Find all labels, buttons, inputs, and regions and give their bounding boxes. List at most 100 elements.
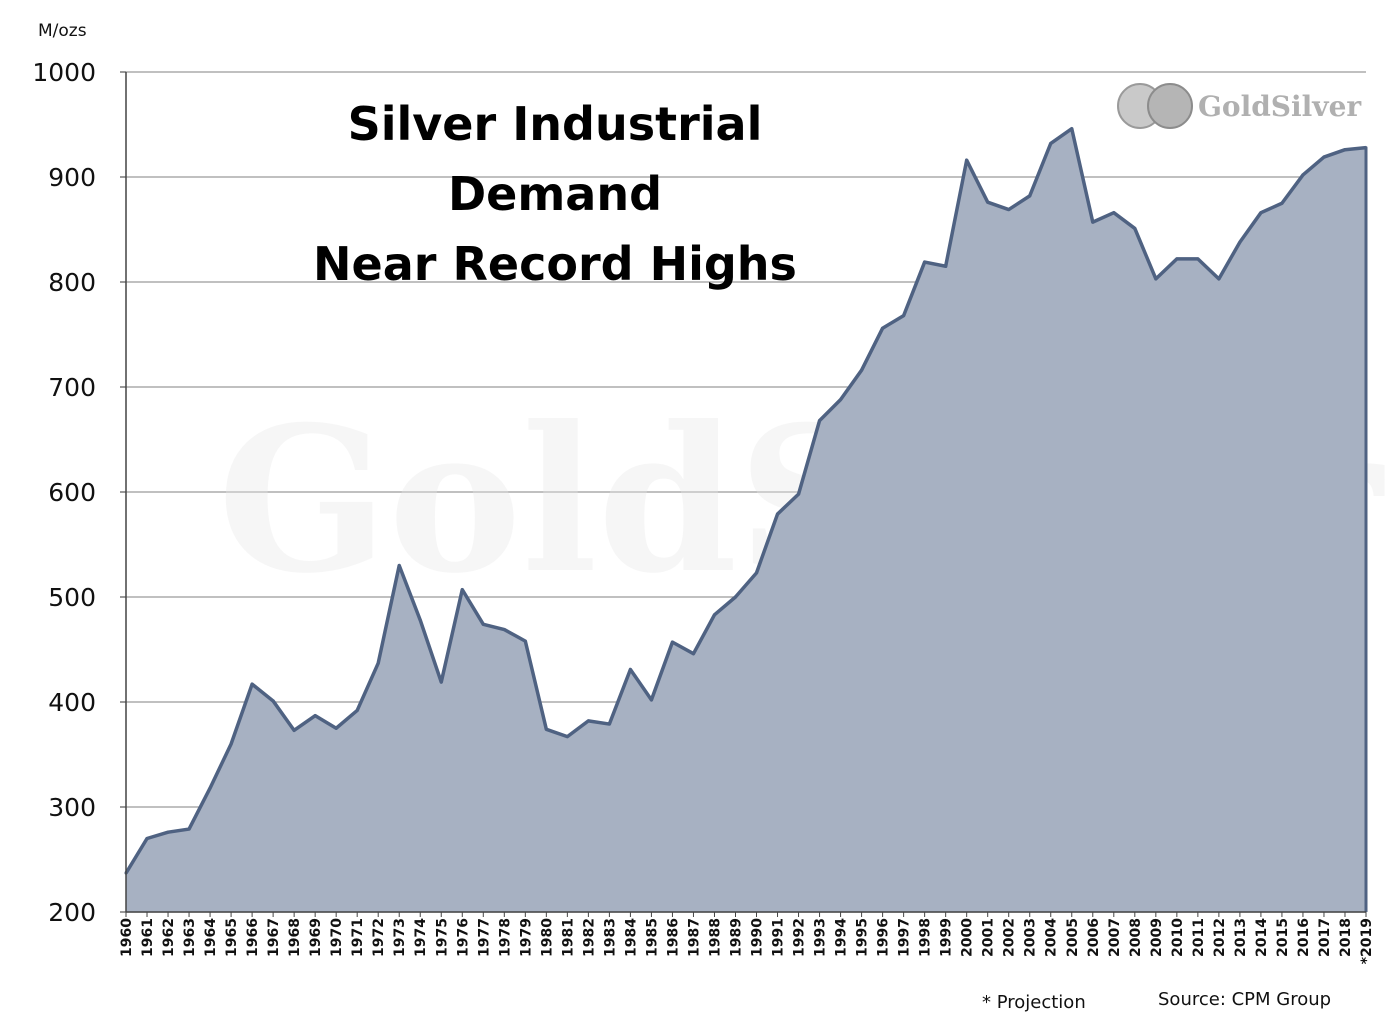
goldsilver-logo: GoldSilver	[1117, 83, 1362, 129]
x-tick-label: 2018	[1338, 918, 1354, 957]
x-tick-label: 2008	[1128, 918, 1144, 957]
projection-note: * Projection	[982, 992, 1086, 1013]
x-tick-label: 1969	[308, 918, 324, 957]
x-tick-label: 1968	[287, 918, 303, 957]
data-point	[397, 564, 401, 567]
y-tick-label: 700	[48, 373, 96, 402]
data-point	[1343, 148, 1347, 152]
data-point	[818, 419, 822, 423]
data-point	[145, 837, 149, 840]
x-tick-label: 2011	[1191, 918, 1207, 957]
x-tick-label: 1982	[581, 918, 597, 957]
x-tick-label: 1967	[266, 918, 282, 957]
x-tick-label: 1996	[876, 918, 892, 957]
data-point	[1238, 240, 1242, 244]
data-point	[1301, 173, 1305, 177]
x-tick-label: 2007	[1107, 918, 1123, 957]
x-tick-label: 1974	[413, 918, 429, 957]
x-tick-label: 1981	[560, 918, 576, 957]
area-fill	[126, 128, 1366, 912]
data-point	[271, 699, 275, 703]
data-point	[544, 727, 548, 731]
x-tick-label: 2017	[1317, 918, 1333, 957]
data-point	[1196, 257, 1200, 261]
x-tick-label: *2019	[1359, 918, 1375, 964]
x-tick-label: 1980	[539, 918, 555, 957]
data-point	[1322, 155, 1326, 159]
x-tick-label: 1994	[834, 918, 850, 957]
data-point	[1091, 220, 1095, 224]
x-tick-label: 1966	[245, 918, 261, 957]
data-point	[902, 314, 906, 318]
x-tick-label: 1992	[792, 918, 808, 957]
data-point	[1007, 208, 1011, 212]
x-tick-label: 1976	[455, 918, 471, 957]
x-tick-label: 2012	[1212, 918, 1228, 957]
data-point	[628, 667, 632, 671]
x-tick-label: 1993	[813, 918, 829, 957]
data-point	[334, 726, 338, 730]
y-tick-label: 300	[48, 793, 96, 822]
x-tick-label: 1989	[728, 918, 744, 957]
plot-area	[124, 72, 1368, 913]
x-tick-label: 1983	[602, 918, 618, 957]
data-point	[923, 260, 927, 264]
y-tick-label: 1000	[32, 58, 96, 87]
data-point	[355, 708, 359, 712]
data-point	[1028, 194, 1032, 198]
x-tick-label: 1995	[855, 918, 871, 957]
data-point	[881, 326, 885, 330]
x-tick-label: 2013	[1233, 918, 1249, 957]
x-tick-label: 2015	[1275, 918, 1291, 957]
x-tick-label: 2009	[1149, 918, 1165, 957]
x-tick-label: 1961	[140, 918, 156, 957]
x-tick-label: 2004	[1044, 918, 1060, 957]
x-tick-label: 1985	[644, 918, 660, 957]
coin-icon	[1147, 83, 1193, 129]
x-tick-label: 1987	[686, 918, 702, 957]
x-tick-label: 1975	[434, 918, 450, 957]
data-point	[986, 200, 990, 204]
y-tick-label: 400	[48, 688, 96, 717]
x-tick-label: 1977	[476, 918, 492, 957]
source-note: Source: CPM Group	[1158, 989, 1331, 1010]
data-point	[1133, 226, 1137, 230]
data-point	[187, 827, 191, 831]
x-tick-label: 2001	[981, 918, 997, 957]
x-tick-label: 1999	[939, 918, 955, 957]
y-axis-ticks: 200 300 400 500 600 700 800 900 1000	[32, 58, 96, 927]
x-tick-label: 2014	[1254, 918, 1270, 957]
x-tick-label: 1978	[497, 918, 513, 957]
data-point	[670, 640, 674, 644]
title-line-3: Near Record Highs	[313, 237, 797, 291]
data-point	[439, 680, 443, 684]
data-point	[839, 398, 843, 402]
data-point	[1154, 277, 1158, 281]
series-line	[124, 126, 1367, 875]
y-tick-label: 200	[48, 898, 96, 927]
data-point	[1049, 141, 1053, 145]
x-tick-label: 1963	[182, 918, 198, 957]
data-point	[733, 595, 737, 599]
data-point	[1175, 257, 1179, 261]
x-tick-label: 2005	[1065, 918, 1081, 957]
data-point	[1217, 277, 1221, 281]
y-axis-unit-label: M/ozs	[38, 21, 87, 41]
x-tick-label: 2016	[1296, 918, 1312, 957]
x-tick-label: 1970	[329, 918, 345, 957]
x-tick-label: 2006	[1086, 918, 1102, 957]
x-tick-label: 1984	[623, 918, 639, 957]
data-point	[776, 512, 780, 516]
data-point	[418, 618, 422, 622]
x-tick-label: 2000	[960, 918, 976, 957]
data-point	[481, 622, 485, 626]
data-point	[523, 639, 527, 643]
data-point	[755, 571, 759, 575]
data-point	[208, 786, 212, 790]
x-tick-label: 2002	[1002, 918, 1018, 957]
x-tick-label: 1986	[665, 918, 681, 957]
x-tick-label: 1990	[750, 918, 766, 957]
y-tick-label: 800	[48, 268, 96, 297]
x-axis-ticks: 1960 1961 1962 1963 1964 1965 1966 1967 1968 1969…	[119, 912, 1375, 964]
